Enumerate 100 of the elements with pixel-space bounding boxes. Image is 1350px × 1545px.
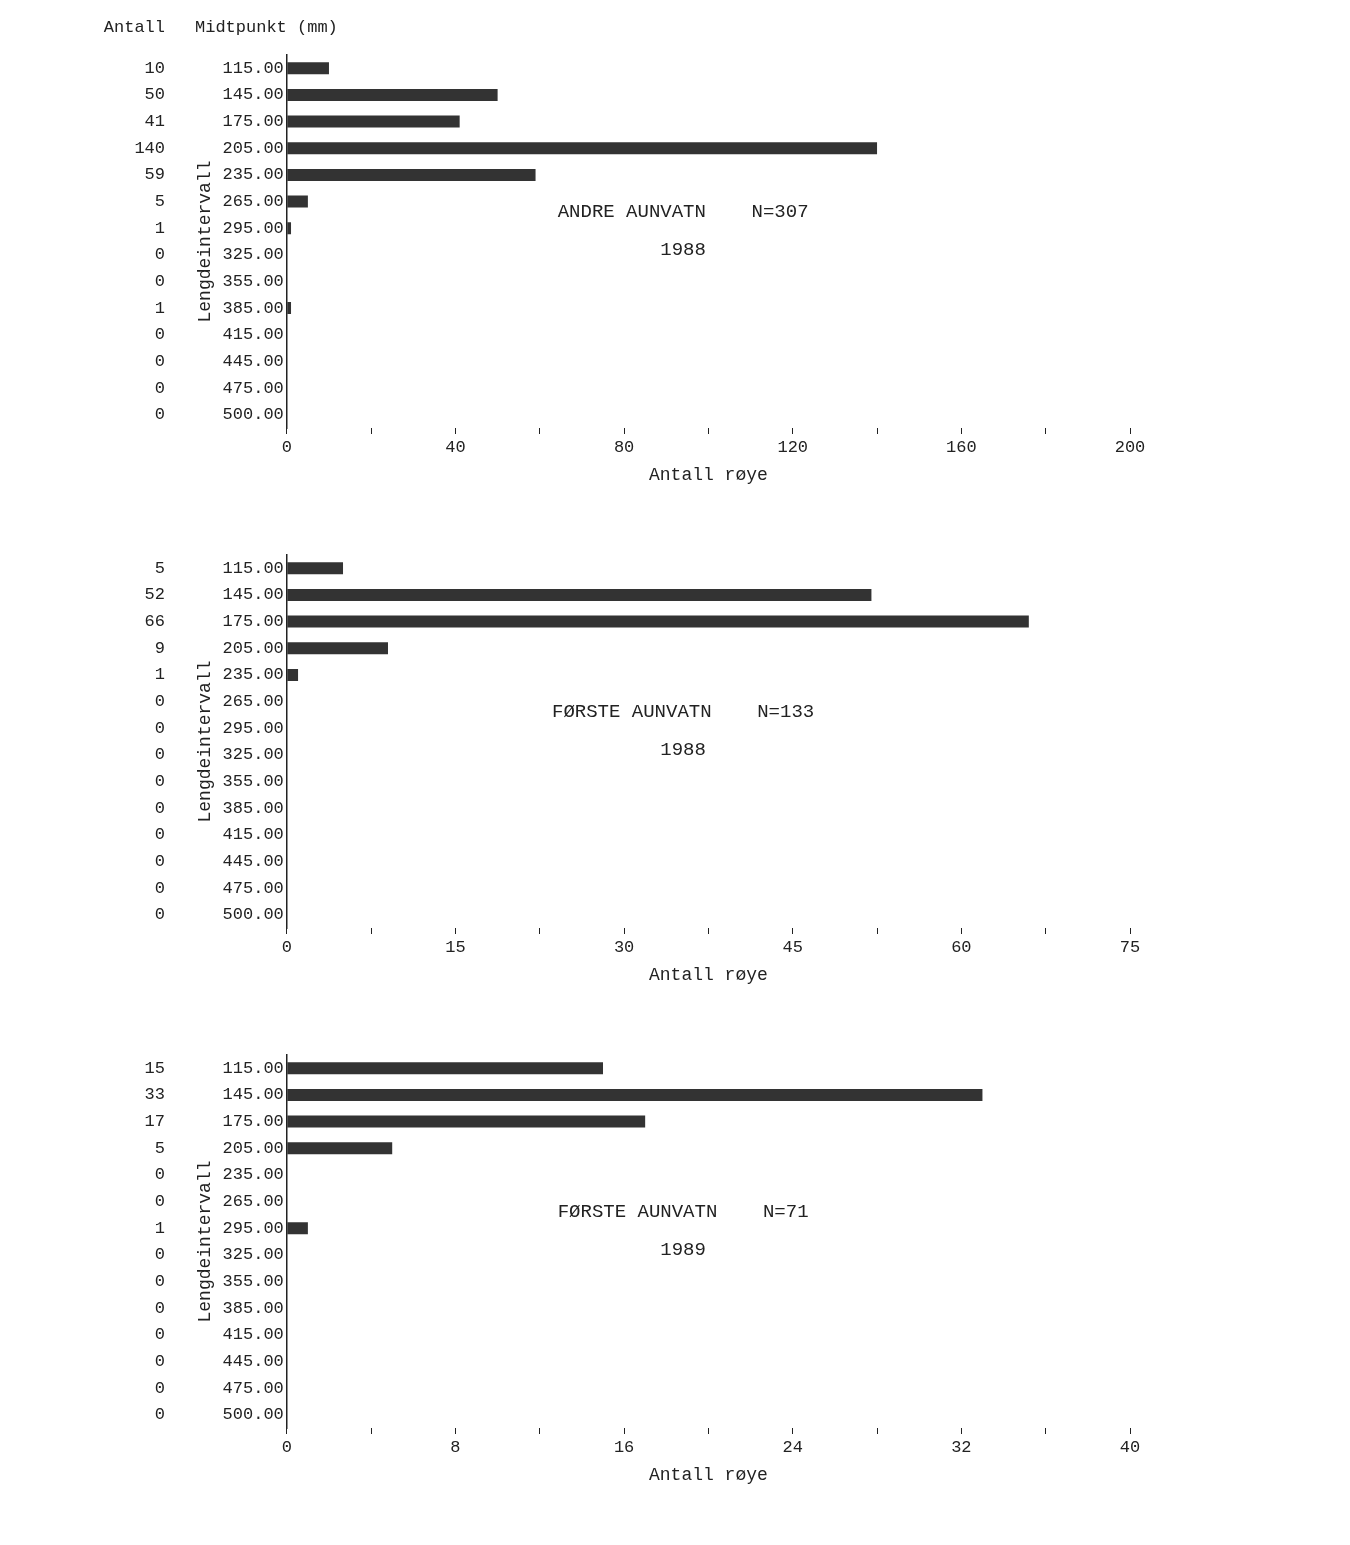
y-tick-label: 500.00 [222, 905, 284, 925]
y-tick-label: 415.00 [222, 325, 284, 345]
data-label: 17 [144, 1112, 165, 1132]
y-tick-label: 325.00 [222, 745, 284, 765]
bar [287, 615, 1029, 628]
data-label: 5 [154, 192, 165, 212]
y-tick-label: 475.00 [222, 378, 284, 398]
x-tick-label: 32 [951, 1437, 972, 1457]
x-tick-label: 24 [782, 1437, 803, 1457]
data-label: 0 [154, 271, 165, 291]
y-tick-label: 385.00 [222, 798, 284, 818]
data-label: 52 [144, 585, 165, 605]
bar [287, 168, 536, 181]
text: Antall [103, 17, 165, 37]
y-tick-label: 235.00 [222, 1165, 284, 1185]
y-axis-title: Lengdeintervall [194, 160, 215, 323]
data-label: 0 [154, 1325, 165, 1345]
data-label: 0 [154, 718, 165, 738]
data-label: 0 [154, 245, 165, 265]
y-tick-label: 175.00 [222, 112, 284, 132]
y-tick-label: 205.00 [222, 138, 284, 158]
bar [287, 642, 388, 655]
y-tick-label: 175.00 [222, 1112, 284, 1132]
data-label: 9 [154, 638, 165, 658]
text: ANDRE AUNVATN N=307 [557, 200, 809, 223]
bar [287, 222, 292, 235]
data-label: 0 [154, 405, 165, 425]
text: 1988 [660, 738, 706, 761]
x-tick-label: 80 [613, 437, 635, 457]
y-tick-label: 475.00 [222, 1378, 284, 1398]
data-label: 0 [154, 1378, 165, 1398]
y-tick-label: 415.00 [222, 825, 284, 845]
data-label: 59 [144, 165, 165, 185]
x-tick-label: 30 [613, 937, 635, 957]
y-tick-label: 325.00 [222, 1245, 284, 1265]
data-label: 0 [154, 378, 165, 398]
text: FØRSTE AUNVATN N=71 [557, 1200, 809, 1223]
bar [287, 62, 329, 75]
x-axis-title: Antall røye [648, 964, 768, 985]
y-tick-label: 235.00 [222, 665, 284, 685]
y-tick-label: 145.00 [222, 85, 284, 105]
y-tick-label: 415.00 [222, 1325, 284, 1345]
data-label: 0 [154, 1405, 165, 1425]
y-tick-label: 205.00 [222, 1138, 284, 1158]
x-tick-label: 40 [445, 437, 466, 457]
x-axis-title: Antall røye [648, 464, 768, 485]
x-tick-label: 0 [281, 437, 292, 457]
y-tick-label: 115.00 [222, 558, 284, 578]
x-tick-label: 8 [450, 1437, 461, 1457]
data-label: 0 [154, 351, 165, 371]
x-tick-label: 0 [281, 1437, 292, 1457]
data-label: 140 [134, 138, 165, 158]
bar [287, 195, 308, 208]
bar [287, 1115, 646, 1128]
data-label: 5 [154, 558, 165, 578]
y-tick-label: 295.00 [222, 218, 284, 238]
y-tick-label: 500.00 [222, 1405, 284, 1425]
data-label: 0 [154, 1165, 165, 1185]
text: 1988 [660, 238, 706, 261]
y-tick-label: 205.00 [222, 638, 284, 658]
x-tick-label: 16 [613, 1437, 635, 1457]
data-label: 15 [144, 1058, 165, 1078]
x-tick-label: 15 [445, 937, 466, 957]
data-label: 0 [154, 1245, 165, 1265]
y-tick-label: 445.00 [222, 351, 284, 371]
y-tick-label: 385.00 [222, 1298, 284, 1318]
y-tick-label: 115.00 [222, 58, 284, 78]
text: 1989 [660, 1238, 706, 1261]
bar [287, 1142, 393, 1155]
data-label: 33 [144, 1085, 165, 1105]
y-tick-label: 295.00 [222, 1218, 284, 1238]
x-tick-label: 75 [1119, 937, 1141, 957]
y-tick-label: 500.00 [222, 405, 284, 425]
y-tick-label: 385.00 [222, 298, 284, 318]
y-tick-label: 175.00 [222, 612, 284, 632]
x-tick-label: 0 [281, 937, 292, 957]
x-tick-label: 60 [951, 937, 972, 957]
y-tick-label: 475.00 [222, 878, 284, 898]
y-tick-label: 115.00 [222, 1058, 284, 1078]
y-tick-label: 355.00 [222, 771, 284, 791]
bar [287, 668, 299, 681]
y-tick-label: 145.00 [222, 1085, 284, 1105]
text: FØRSTE AUNVATN N=133 [551, 700, 815, 723]
data-label: 0 [154, 878, 165, 898]
data-label: 0 [154, 1351, 165, 1371]
bar [287, 88, 498, 101]
bar [287, 1222, 308, 1235]
bar [287, 302, 292, 315]
y-tick-label: 145.00 [222, 585, 284, 605]
y-tick-label: 265.00 [222, 692, 284, 712]
data-label: 1 [154, 1218, 165, 1238]
data-label: 1 [154, 218, 165, 238]
y-tick-label: 355.00 [222, 271, 284, 291]
data-label: 1 [154, 298, 165, 318]
data-label: 0 [154, 1298, 165, 1318]
x-axis-title: Antall røye [648, 1464, 768, 1485]
y-tick-label: 295.00 [222, 718, 284, 738]
y-tick-label: 265.00 [222, 192, 284, 212]
x-tick-label: 45 [782, 937, 803, 957]
x-tick-label: 160 [946, 437, 977, 457]
